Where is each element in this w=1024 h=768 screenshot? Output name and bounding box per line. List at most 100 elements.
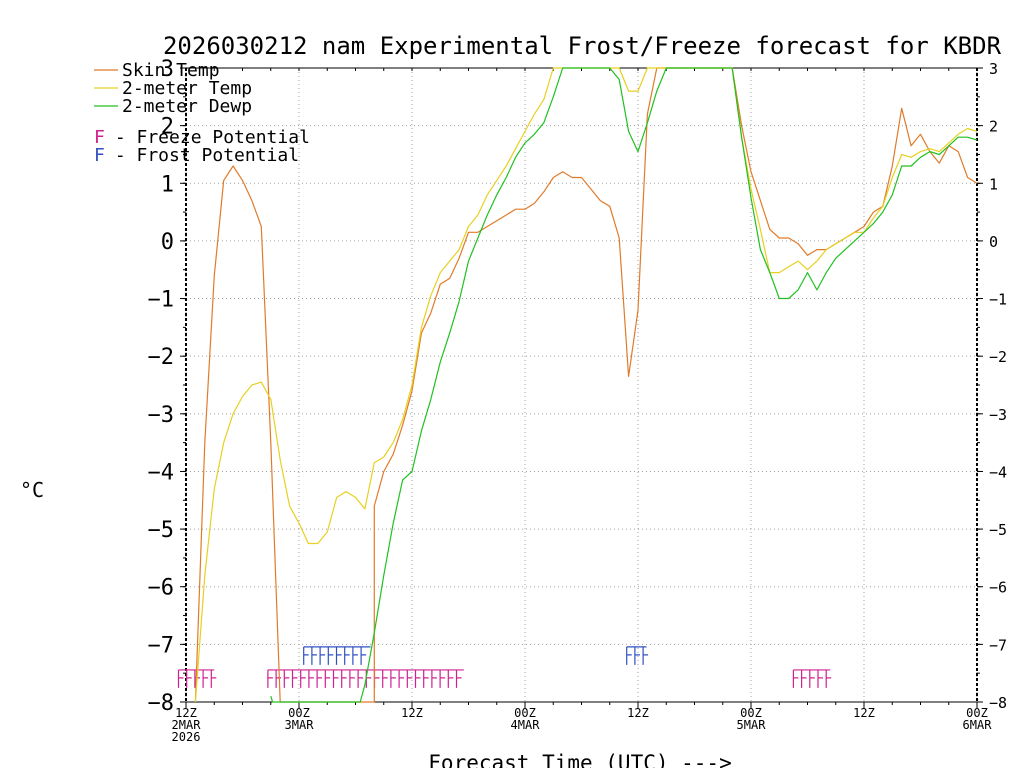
y-tick-label-left: −2 [148,345,175,370]
freeze-potential-marker [792,669,799,688]
axes: −8 −8 −7 −7 −6 −6 −5 −5 −4 −4 −3 −3 −2 −2 −1 −1 0 0 1 1 2 2 3 3… [148,57,1008,744]
x-tick-label: 12Z [401,706,423,720]
y-tick-label-right: −4 [989,463,1007,481]
y-tick-label-left: 1 [161,172,174,197]
y-tick-label-right: 1 [989,175,998,193]
series-line-2-meter-dewp [270,67,977,703]
freeze-potential-marker [801,669,807,688]
x-tick-label: 12Z [853,706,875,720]
frost-potential-marker [634,646,640,665]
x-tick-label: 00Z [740,706,762,720]
freeze-potential-marker [357,669,364,688]
frost-potential-marker [327,646,334,665]
y-tick-label-right: 3 [989,60,998,78]
freeze-potential-marker [390,669,396,688]
y-tick-label-right: −5 [989,521,1007,539]
series-line-skin-temp [194,67,977,703]
freeze-potential-marker [431,669,437,688]
x-axis-label: Forecast Time (UTC) ---> [428,751,731,768]
freeze-potential-marker [817,669,823,688]
x-tick-label: 12Z [175,706,197,720]
frost-potential-marker [311,646,317,665]
freeze-potential-marker [283,669,290,688]
freeze-potential-marker [414,669,421,688]
freeze-potential-marker [373,669,380,688]
legend-label: 2-meter Temp [122,78,252,99]
freeze-potential-marker [186,669,192,688]
y-tick-label-right: 0 [989,233,998,251]
freeze-potential-marker [341,669,347,688]
freeze-potential-marker [300,669,306,688]
legend-marker-label: - Freeze Potential [104,127,310,148]
freeze-potential-marker [447,669,454,688]
x-tick-label: 6MAR [963,718,993,732]
y-tick-label-left: 2 [161,115,174,140]
freeze-potential-marker [291,669,298,688]
legend-marker-symbol: F [94,127,105,148]
y-tick-label-left: −4 [148,460,175,485]
grid [185,67,978,703]
y-tick-label-left: 0 [161,230,174,255]
chart-title: 2026030212 nam Experimental Frost/Freeze… [163,32,1002,60]
legend-label: 2-meter Dewp [122,96,252,117]
frost-potential-marker [626,646,632,665]
freeze-potential-marker [275,669,282,688]
series-line-2-meter-temp [194,67,977,703]
freeze-potential-marker [406,669,413,688]
x-tick-label: 5MAR [737,718,767,732]
y-tick-label-left: −3 [148,403,175,428]
freeze-potential-marker [324,669,331,688]
y-tick-label-left: −8 [148,691,175,716]
frost-potential-marker [642,646,649,665]
freeze-potential-marker [267,669,273,688]
x-tick-label: 4MAR [511,718,541,732]
series-lines [194,67,977,703]
freeze-potential-marker [455,669,462,688]
x-tick-label: 00Z [514,706,536,720]
y-tick-label-right: −8 [989,694,1007,712]
freeze-potential-marker [398,669,405,688]
freeze-potential-marker [177,669,184,688]
frost-potential-marker [303,646,309,665]
y-tick-label-right: −3 [989,406,1007,424]
freeze-potential-marker [439,669,446,688]
x-tick-label: 12Z [627,706,649,720]
frost-potential-marker [360,646,367,665]
freeze-potential-marker [825,669,832,688]
y-tick-label-left: −6 [148,576,175,601]
freeze-potential-marker [382,669,388,688]
frost-potential-marker [319,646,326,665]
freeze-potential-marker [809,669,815,688]
freeze-potential-marker [308,669,314,688]
freeze-potential-marker [332,669,339,688]
freeze-potential-marker [316,669,323,688]
y-tick-label-right: 2 [989,118,998,136]
x-tick-label: 2MAR [172,718,202,732]
y-tick-label-left: −5 [148,518,175,543]
x-tick-label: 2026 [172,730,201,744]
y-tick-label-left: −1 [148,288,175,313]
freeze-potential-marker [210,669,217,688]
legend-marker-symbol: F [94,145,105,166]
y-tick-label-right: −2 [989,348,1007,366]
freeze-potential-marker [202,669,209,688]
x-tick-label: 00Z [966,706,988,720]
y-tick-label-right: −6 [989,579,1007,597]
y-axis-label: °C [20,478,44,502]
frost-potential-marker [344,646,350,665]
y-tick-label-left: −7 [148,633,175,658]
legend-marker-label: - Frost Potential [104,145,299,166]
legend-label: Skin Temp [122,60,220,81]
y-tick-label-right: −1 [989,291,1007,309]
x-tick-label: 00Z [288,706,310,720]
frost-potential-marker [335,646,342,665]
y-tick-label-left: 3 [161,57,174,82]
potential-markers [177,646,832,688]
freeze-potential-marker [349,669,355,688]
frost-potential-marker [352,646,358,665]
freeze-potential-marker [423,669,429,688]
x-tick-label: 3MAR [285,718,315,732]
y-tick-label-right: −7 [989,636,1007,654]
